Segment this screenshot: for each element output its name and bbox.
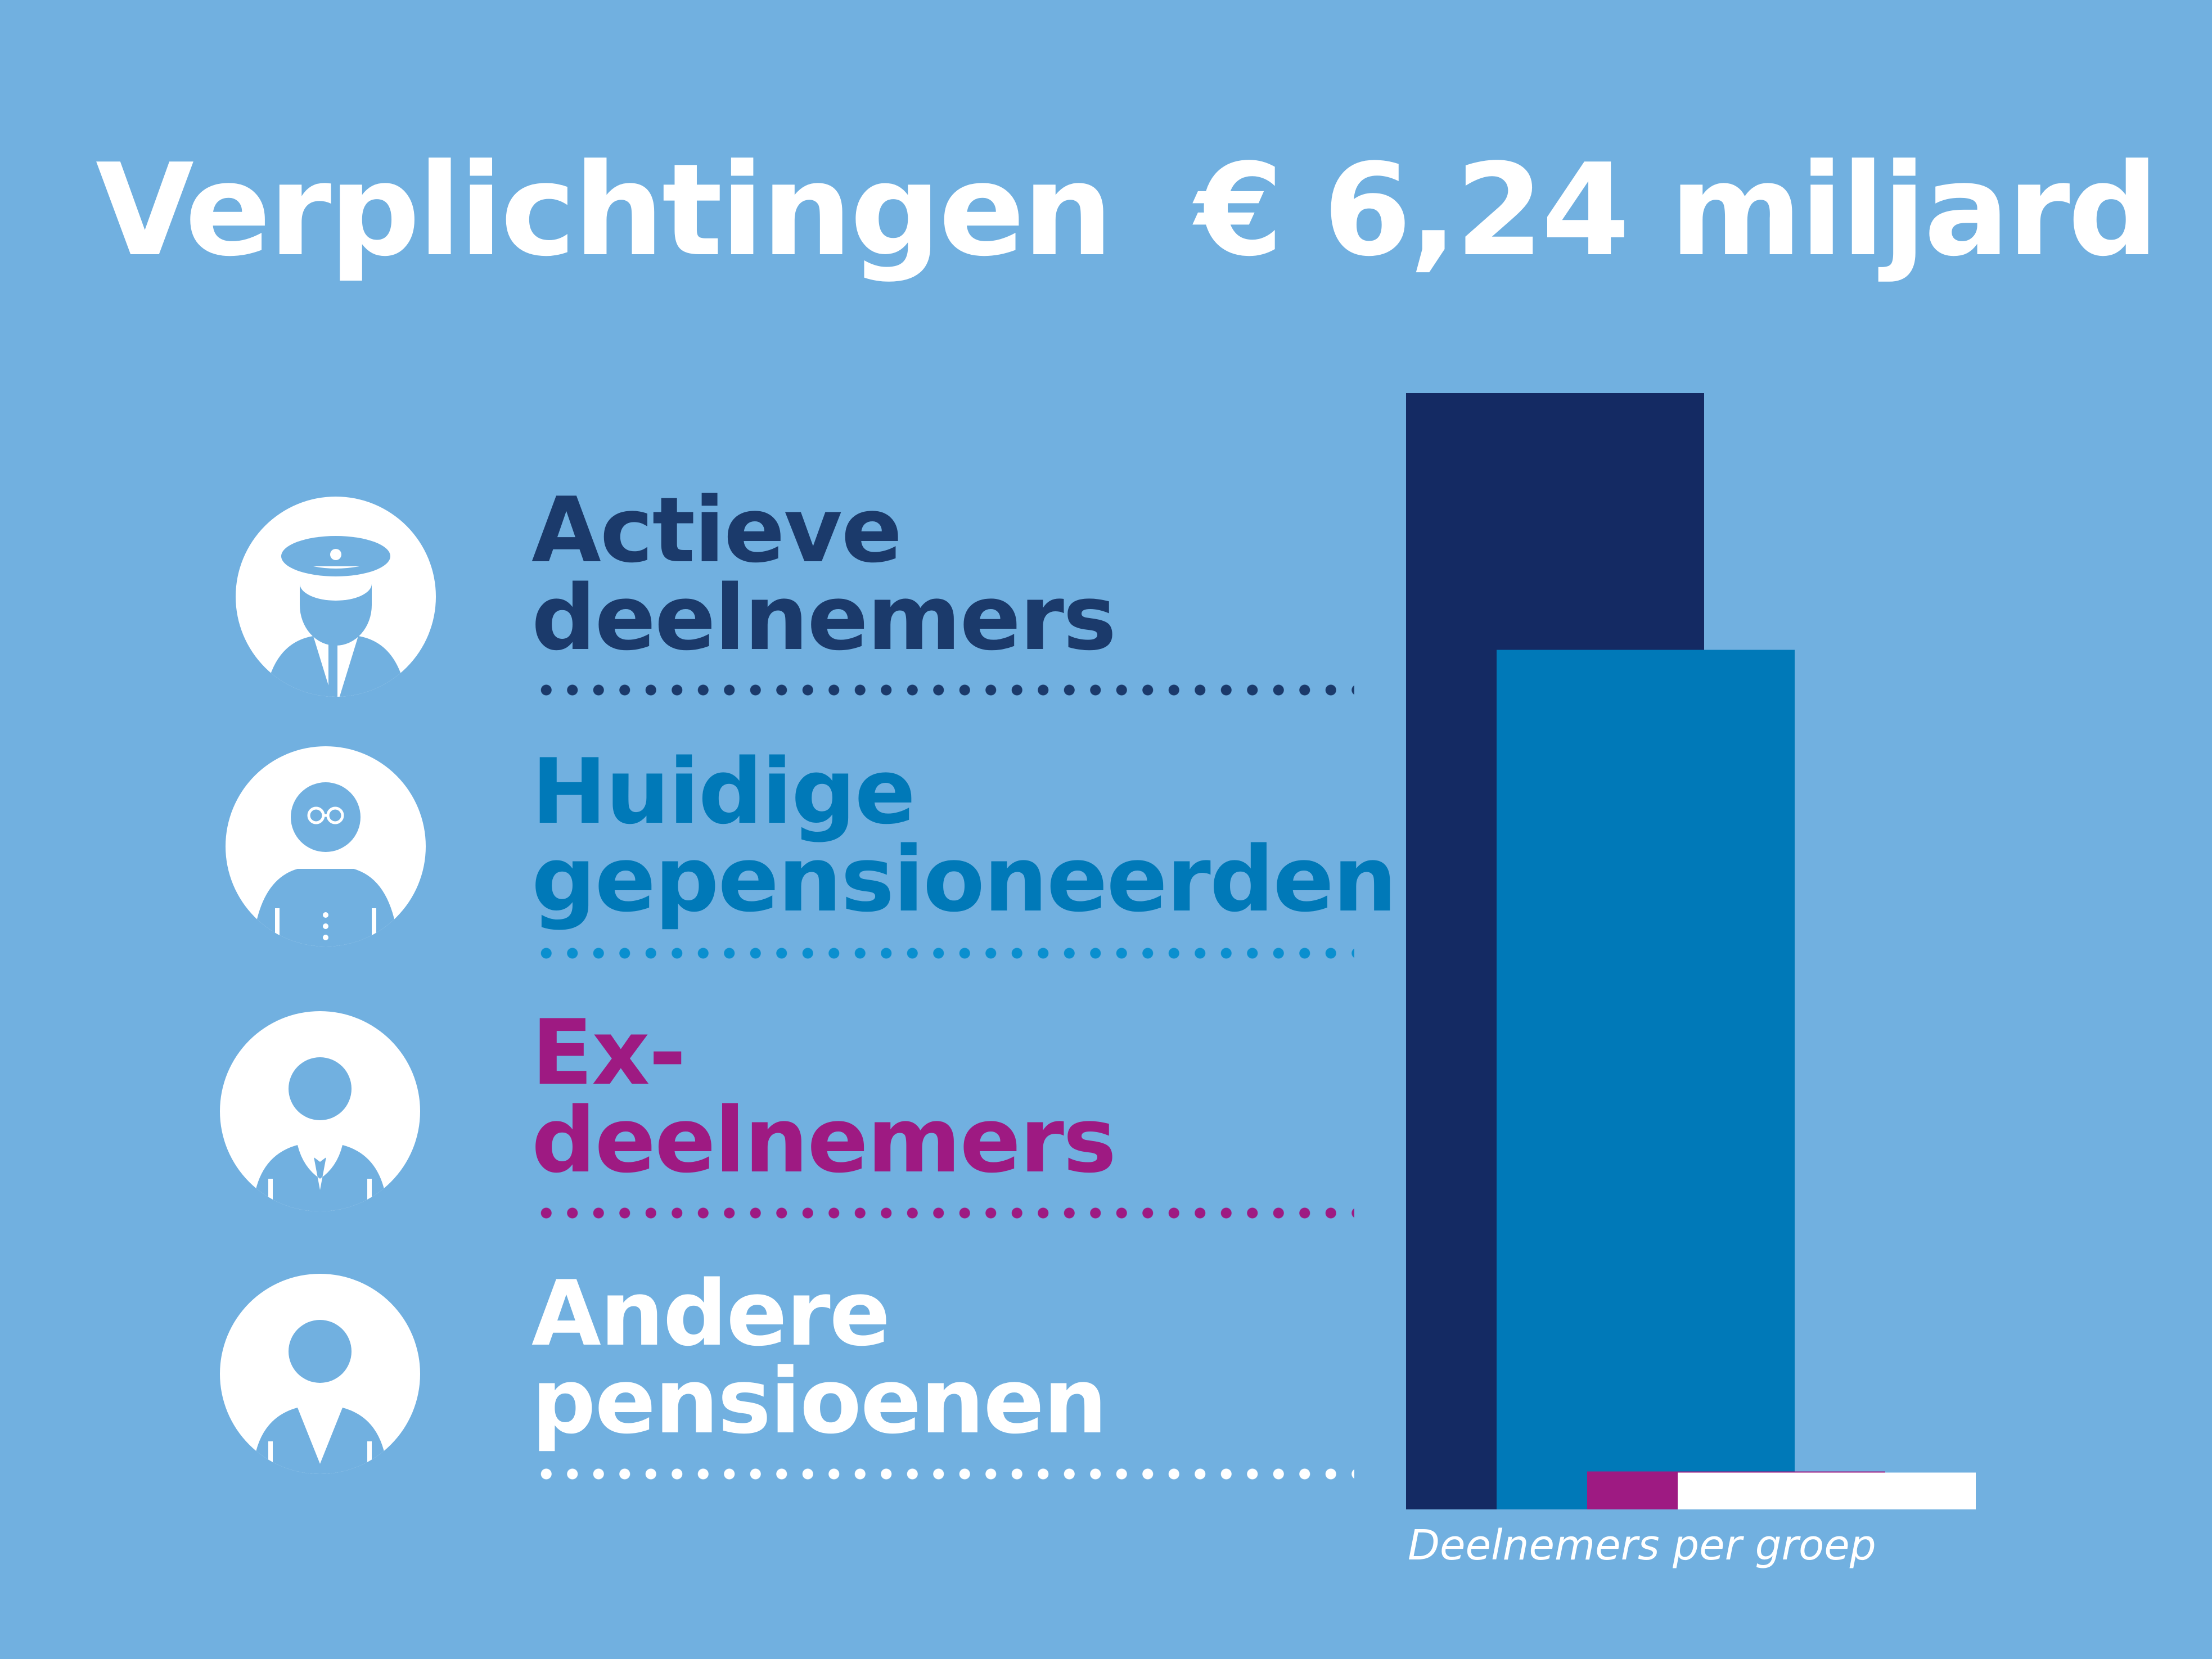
label-line2: deelnemers bbox=[531, 565, 1116, 670]
pilot-icon bbox=[236, 497, 436, 697]
label-line2: deelnemers bbox=[531, 1088, 1116, 1193]
divider-dots bbox=[533, 1468, 1354, 1480]
page-title: Verplichtingen € 6,24 miljard bbox=[96, 137, 2159, 285]
chart-x-label: Deelnemers per groep bbox=[1408, 1521, 1876, 1570]
divider-dots bbox=[533, 684, 1354, 696]
label-ex-deelnemers: Ex- deelnemers bbox=[531, 1000, 1116, 1193]
bar-2 bbox=[1497, 650, 1795, 1509]
retiree-glasses-icon bbox=[226, 746, 426, 946]
bar-4 bbox=[1678, 1472, 1976, 1509]
person-icon bbox=[220, 1274, 420, 1474]
label-line1: Actieve bbox=[531, 477, 902, 583]
label-line2: gepensioneerden bbox=[531, 827, 1397, 932]
label-huidige-gepensioneerden: Huidige gepensioneerden bbox=[531, 739, 1397, 932]
label-line1: Huidige bbox=[531, 739, 916, 844]
label-actieve-deelnemers: Actieve deelnemers bbox=[531, 477, 1116, 670]
label-line1: Andere bbox=[531, 1261, 890, 1366]
label-andere-pensioenen: Andere pensioenen bbox=[531, 1261, 1107, 1454]
label-line1: Ex- bbox=[531, 1000, 686, 1105]
divider-dots bbox=[533, 1207, 1354, 1219]
divider-dots bbox=[533, 948, 1354, 959]
person-tie-icon bbox=[220, 1011, 420, 1211]
label-line2: pensioenen bbox=[531, 1349, 1107, 1454]
